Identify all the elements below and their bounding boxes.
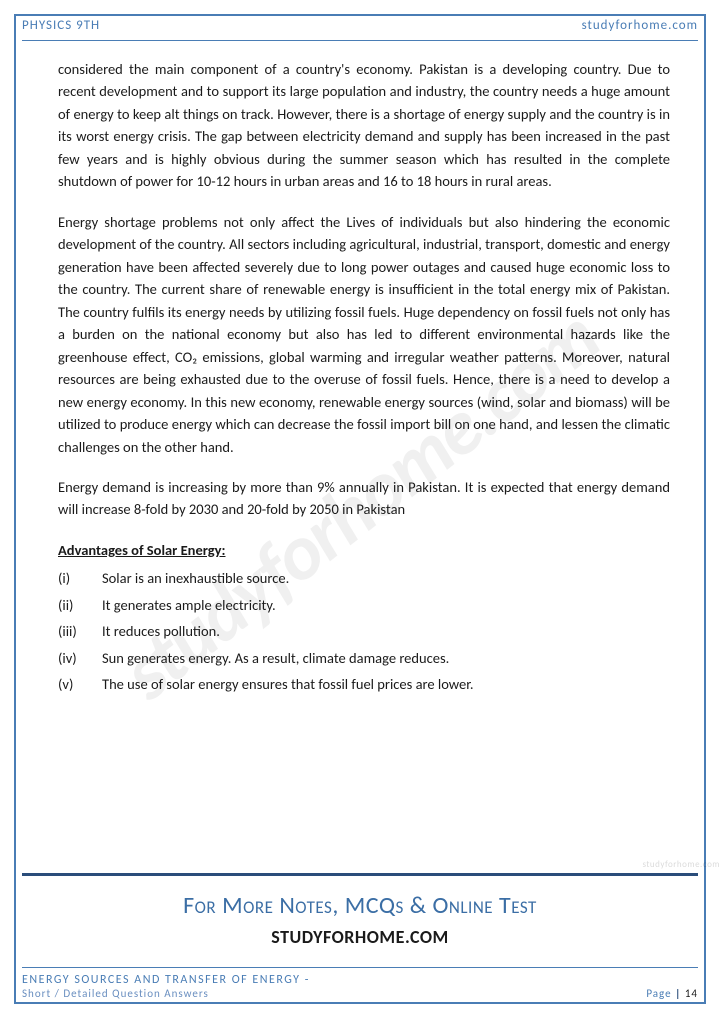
- advantages-heading: Advantages of Solar Energy:: [58, 539, 670, 561]
- list-item: (iv)Sun generates energy. As a result, c…: [58, 647, 670, 669]
- header-rule: [22, 40, 698, 41]
- footer-subtitle: Short / Detailed Question Answers: [22, 987, 310, 1000]
- section-divider: [22, 873, 698, 876]
- promo-line-2: STUDYFORHOME.COM: [22, 926, 698, 948]
- list-text: The use of solar energy ensures that fos…: [102, 673, 474, 695]
- list-text: It generates ample electricity.: [102, 594, 276, 616]
- list-text: It reduces pollution.: [102, 620, 220, 642]
- footer-rule: [22, 967, 698, 968]
- advantages-list: (i)Solar is an inexhaustible source. (ii…: [58, 567, 670, 695]
- list-num: (v): [58, 673, 102, 695]
- promo-block: For More Notes, MCQs & Online Test STUDY…: [22, 891, 698, 948]
- list-num: (ii): [58, 594, 102, 616]
- list-text: Solar is an inexhaustible source.: [102, 567, 289, 589]
- list-item: (ii)It generates ample electricity.: [58, 594, 670, 616]
- page-footer: ENERGY SOURCES AND TRANSFER OF ENERGY - …: [22, 973, 698, 1000]
- footer-left: ENERGY SOURCES AND TRANSFER OF ENERGY - …: [22, 973, 310, 1000]
- promo-line-1: For More Notes, MCQs & Online Test: [22, 891, 698, 920]
- list-item: (v)The use of solar energy ensures that …: [58, 673, 670, 695]
- page-label: Page: [646, 987, 671, 1000]
- page-n: 14: [685, 987, 698, 1000]
- side-watermark: studyforhome.com: [642, 859, 720, 870]
- paragraph-1: considered the main component of a count…: [58, 58, 670, 193]
- list-num: (i): [58, 567, 102, 589]
- list-item: (iii)It reduces pollution.: [58, 620, 670, 642]
- header-subject: PHYSICS 9TH: [22, 18, 100, 33]
- paragraph-2: Energy shortage problems not only affect…: [58, 211, 670, 458]
- list-text: Sun generates energy. As a result, clima…: [102, 647, 449, 669]
- list-num: (iii): [58, 620, 102, 642]
- footer-chapter: ENERGY SOURCES AND TRANSFER OF ENERGY -: [22, 973, 310, 987]
- page-number: Page | 14: [646, 987, 698, 1000]
- page-header: PHYSICS 9TH studyforhome.com: [22, 18, 698, 37]
- paragraph-3: Energy demand is increasing by more than…: [58, 476, 670, 521]
- list-num: (iv): [58, 647, 102, 669]
- list-item: (i)Solar is an inexhaustible source.: [58, 567, 670, 589]
- content-area: considered the main component of a count…: [58, 58, 670, 700]
- header-site: studyforhome.com: [582, 18, 698, 33]
